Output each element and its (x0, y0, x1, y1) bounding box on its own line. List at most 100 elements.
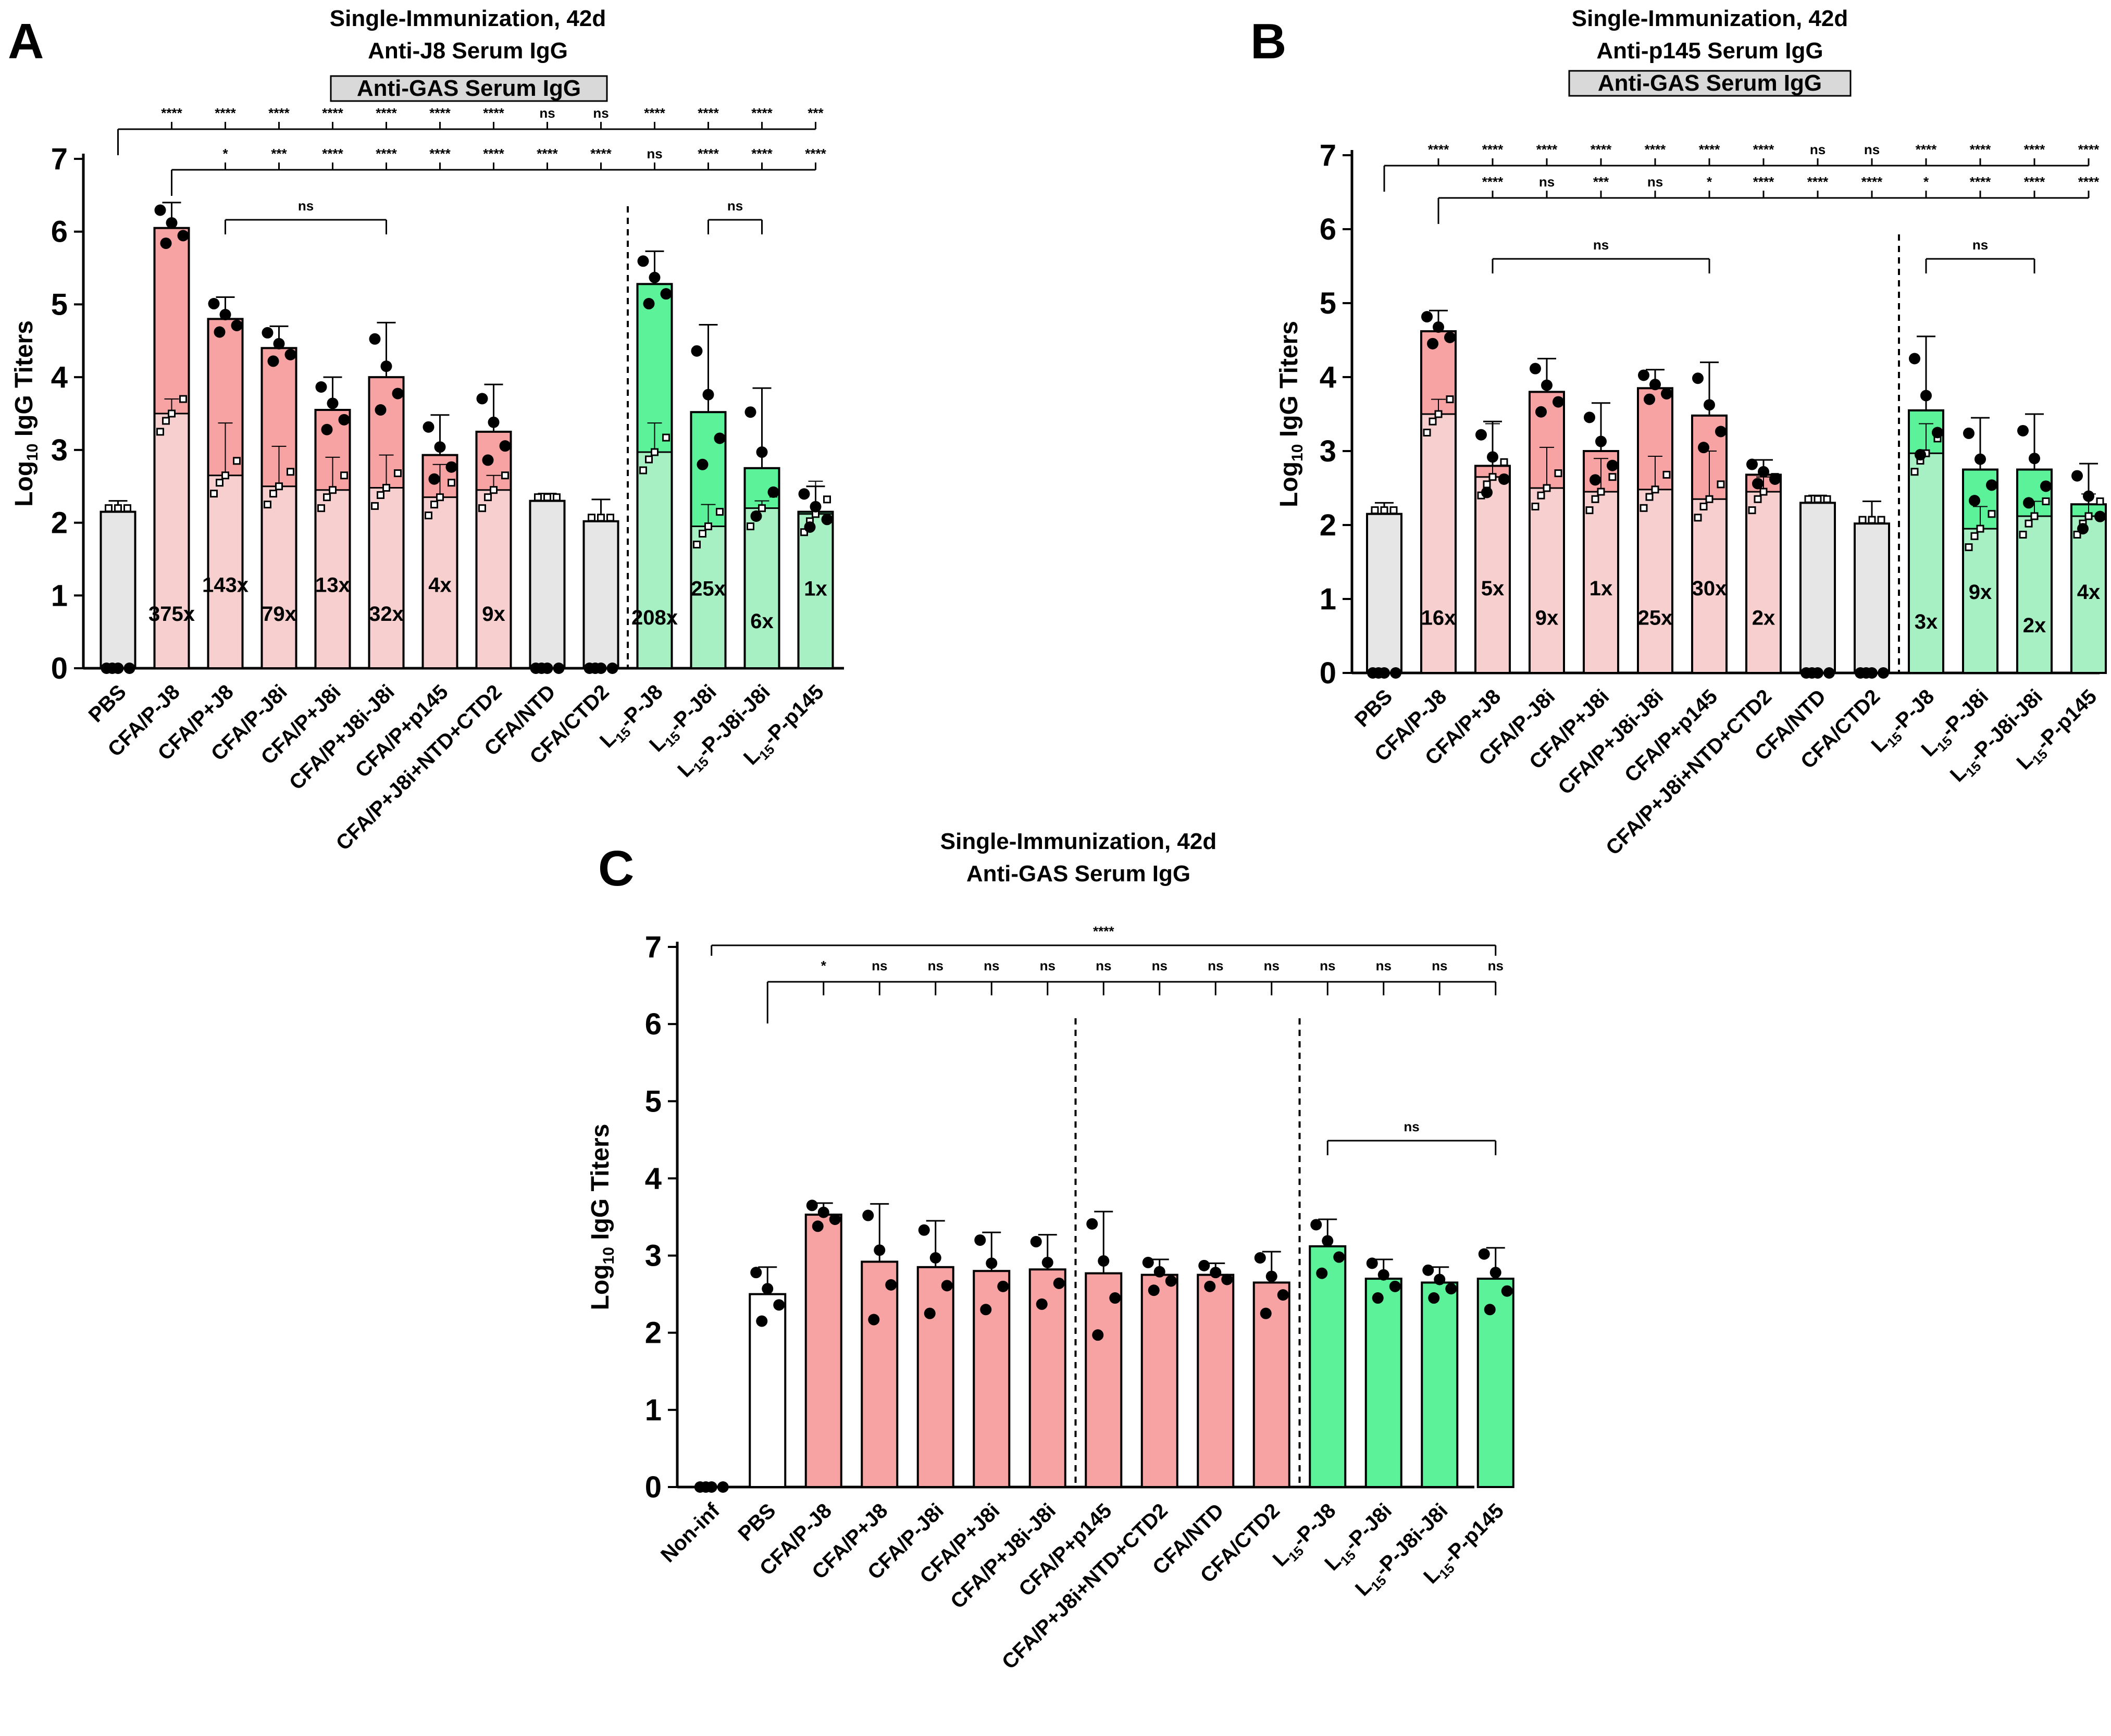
gas-point (597, 514, 605, 522)
data-point (1475, 429, 1487, 441)
gas-point (662, 433, 670, 442)
data-point (744, 406, 756, 418)
gas-overlay-bar (477, 490, 510, 667)
data-point (941, 1280, 953, 1292)
data-point (1098, 1255, 1110, 1267)
gas-point (2073, 530, 2081, 539)
gas-overlay-bar (2072, 516, 2105, 672)
gas-point (156, 428, 164, 436)
data-point (714, 432, 726, 444)
data-point (1607, 459, 1618, 471)
panel-letter: A (8, 14, 44, 69)
data-point (1752, 478, 1764, 490)
gas-point (1717, 480, 1725, 489)
data-point (1498, 473, 1510, 485)
data-point (423, 421, 434, 433)
y-tick-label: 3 (51, 433, 68, 467)
gas-overlay-bar (1964, 529, 1996, 672)
sig-label: **** (322, 146, 343, 161)
panel-title: Anti-p145 Serum IgG (1596, 38, 1823, 64)
data-point (918, 1224, 930, 1236)
data-point (315, 381, 327, 393)
data-point (219, 308, 231, 320)
gas-point (1554, 469, 1562, 478)
sig-label: ns (1264, 958, 1280, 973)
data-point (691, 345, 703, 357)
gas-overlay-bar (2018, 516, 2051, 672)
y-tick-label: 3 (645, 1239, 662, 1273)
gas-point (105, 504, 113, 513)
data-point (2017, 424, 2029, 436)
data-point (327, 397, 339, 409)
bar (916, 1266, 954, 1489)
gas-overlay-bar (1476, 477, 1509, 672)
data-point (1389, 1280, 1401, 1292)
y-tick-label: 7 (1320, 139, 1336, 172)
gas-point (699, 530, 706, 538)
gas-point (1500, 458, 1508, 466)
gas-point (1585, 506, 1594, 515)
y-tick-label: 5 (645, 1084, 662, 1118)
sig-label: **** (1916, 142, 1937, 157)
sig-label: ns (1376, 958, 1392, 973)
gas-point (269, 490, 277, 498)
gas-point (430, 501, 438, 509)
data-point (804, 521, 816, 533)
data-point (810, 501, 822, 513)
gas-point (1988, 510, 1996, 518)
data-point (1322, 1235, 1334, 1247)
gas-label-box (1568, 70, 1852, 97)
fold-change-label: 16x (1421, 607, 1456, 630)
data-point (160, 238, 172, 249)
data-point (1484, 1304, 1496, 1316)
sig-label: **** (429, 105, 451, 121)
data-point (1530, 363, 1541, 374)
gas-point (1371, 506, 1379, 515)
fold-change-label: 5x (1481, 577, 1505, 600)
sig-label: **** (268, 105, 290, 121)
data-point (1210, 1267, 1222, 1279)
sig-label: **** (322, 105, 343, 121)
sig-label: **** (1536, 142, 1558, 157)
y-tick-label: 1 (1320, 582, 1336, 616)
gas-point (1488, 473, 1497, 481)
data-point (1153, 1266, 1165, 1278)
data-point (1109, 1292, 1121, 1304)
sig-label: **** (1699, 142, 1720, 157)
bar (1364, 1278, 1402, 1489)
fold-change-label: 143x (202, 573, 249, 596)
data-point (499, 440, 511, 452)
x-tick-label: CFA/P+p145 (1620, 685, 1722, 786)
sig-label: **** (2078, 142, 2100, 157)
gas-point (1429, 417, 1437, 426)
fold-change-label: 9x (1969, 581, 1992, 604)
bar (1421, 1281, 1459, 1488)
gas-point (1858, 516, 1867, 524)
gas-point (1446, 395, 1454, 404)
data-point (1553, 396, 1564, 408)
fold-change-label: 3x (1915, 610, 1938, 633)
bar (1366, 513, 1402, 674)
bar (1140, 1273, 1178, 1489)
gas-point (221, 471, 229, 480)
data-point (1878, 667, 1889, 679)
panel-A: A Single-Immunization, 42d Anti-J8 Serum I… (8, 6, 844, 855)
gas-point (716, 508, 724, 516)
gas-point (2025, 519, 2033, 528)
data-point (1590, 474, 1601, 486)
data-point (1254, 1252, 1266, 1264)
data-point (862, 1209, 874, 1221)
gas-overlay-bar (209, 475, 242, 667)
x-tick-label: PBS (1350, 685, 1397, 731)
data-point (375, 404, 387, 416)
gas-overlay-bar (692, 526, 725, 667)
gas-overlay-bar (316, 490, 349, 667)
gas-point (323, 493, 331, 502)
gas-point (123, 504, 131, 513)
y-tick-label: 2 (51, 506, 68, 540)
gas-overlay-bar (1910, 453, 1942, 672)
sig-label: * (1923, 174, 1929, 190)
sig-label: * (1707, 174, 1712, 190)
data-point (1489, 1267, 1501, 1279)
